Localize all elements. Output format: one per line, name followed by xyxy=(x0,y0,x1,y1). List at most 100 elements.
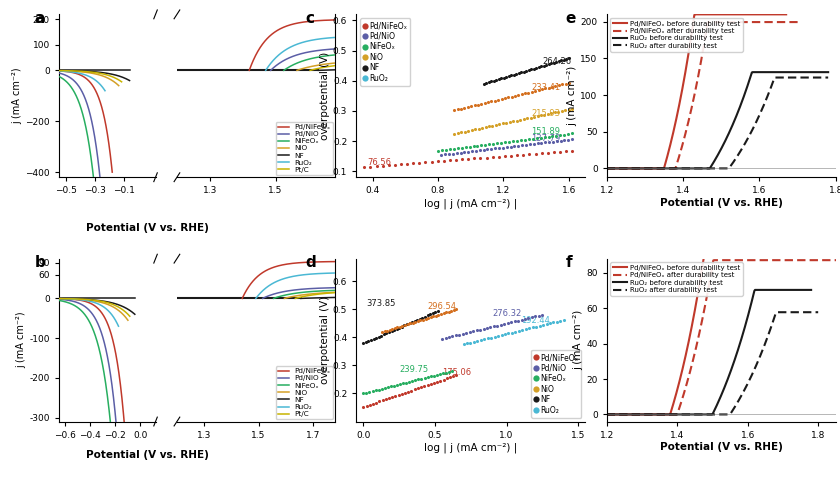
Point xyxy=(485,98,498,105)
Point xyxy=(430,371,444,379)
Point xyxy=(507,142,521,150)
Point xyxy=(533,312,546,319)
Point xyxy=(469,125,482,133)
Point xyxy=(554,137,567,145)
Point xyxy=(458,104,471,112)
Point xyxy=(408,317,422,325)
Point xyxy=(497,320,511,328)
Y-axis label: j (mA cm⁻²): j (mA cm⁻²) xyxy=(17,312,27,368)
Point xyxy=(436,369,449,377)
Point xyxy=(444,374,457,381)
Point xyxy=(517,68,531,76)
Point xyxy=(504,143,517,150)
Point xyxy=(382,394,396,402)
Point xyxy=(491,332,505,340)
Point xyxy=(455,156,469,163)
Point xyxy=(507,71,521,79)
Point xyxy=(517,115,530,123)
Point xyxy=(461,155,475,163)
Point xyxy=(445,367,459,375)
Text: 239.75: 239.75 xyxy=(399,365,428,374)
Point xyxy=(486,140,500,148)
Point xyxy=(543,138,556,146)
Point xyxy=(428,308,442,316)
Point xyxy=(503,118,517,126)
Point xyxy=(422,314,435,322)
Point xyxy=(387,326,401,334)
Point xyxy=(537,321,550,329)
Point xyxy=(500,73,513,81)
Point xyxy=(470,142,484,149)
Point xyxy=(480,79,493,87)
Point xyxy=(501,93,515,101)
Point xyxy=(562,79,575,87)
Point xyxy=(527,140,540,148)
Point xyxy=(501,330,515,337)
Point xyxy=(440,375,454,382)
Point xyxy=(395,390,408,398)
Point xyxy=(412,376,425,383)
Legend: Pd/NiFeOₓ, Pd/NiO, NiFeOₓ, NiO, NF, RuO₂: Pd/NiFeOₓ, Pd/NiO, NiFeOₓ, NiO, NF, RuO₂ xyxy=(531,350,581,418)
Point xyxy=(480,324,494,332)
Point xyxy=(512,69,526,77)
Point xyxy=(505,319,518,326)
Text: 233.41: 233.41 xyxy=(531,83,560,92)
Point xyxy=(381,383,395,391)
Point xyxy=(363,401,376,409)
Point xyxy=(390,325,403,333)
Point xyxy=(459,144,472,151)
Point xyxy=(393,380,407,388)
Point xyxy=(403,319,417,327)
Point xyxy=(406,377,419,385)
Point xyxy=(512,142,525,149)
Point xyxy=(520,67,533,75)
Point xyxy=(534,134,548,141)
Point xyxy=(397,322,411,330)
Point xyxy=(498,94,512,102)
Point xyxy=(407,160,420,167)
Point xyxy=(526,324,539,331)
Point xyxy=(554,57,568,64)
Point xyxy=(489,121,502,129)
Point xyxy=(448,106,461,114)
X-axis label: Potential (V vs. RHE): Potential (V vs. RHE) xyxy=(659,198,783,208)
Point xyxy=(491,322,504,330)
Point xyxy=(373,398,386,405)
Point xyxy=(522,314,535,322)
Point xyxy=(535,63,549,70)
Point xyxy=(526,135,539,142)
Point xyxy=(530,64,543,72)
Point xyxy=(417,316,430,323)
Point xyxy=(393,323,407,331)
Point xyxy=(376,162,390,170)
Point xyxy=(507,137,520,145)
Point xyxy=(461,148,475,156)
Point xyxy=(412,159,426,167)
Point xyxy=(561,130,575,138)
Point xyxy=(485,145,498,153)
Point xyxy=(465,103,478,110)
Point xyxy=(478,335,491,343)
Point xyxy=(375,397,389,404)
Point xyxy=(378,384,391,392)
Point xyxy=(542,60,555,68)
Point xyxy=(486,153,500,161)
Point xyxy=(550,137,564,145)
Point xyxy=(504,152,517,160)
Point xyxy=(535,149,549,157)
Point xyxy=(431,158,444,165)
Point xyxy=(458,148,471,156)
Point xyxy=(454,105,468,113)
Point xyxy=(480,146,494,153)
Point xyxy=(531,112,544,120)
Point xyxy=(401,320,414,328)
Point xyxy=(515,316,528,324)
Point xyxy=(524,114,538,122)
Point xyxy=(522,89,535,96)
Point xyxy=(424,373,438,380)
Point xyxy=(402,388,415,396)
Point xyxy=(377,331,391,338)
Point xyxy=(468,155,481,162)
Point xyxy=(367,335,381,343)
Point xyxy=(446,332,459,340)
